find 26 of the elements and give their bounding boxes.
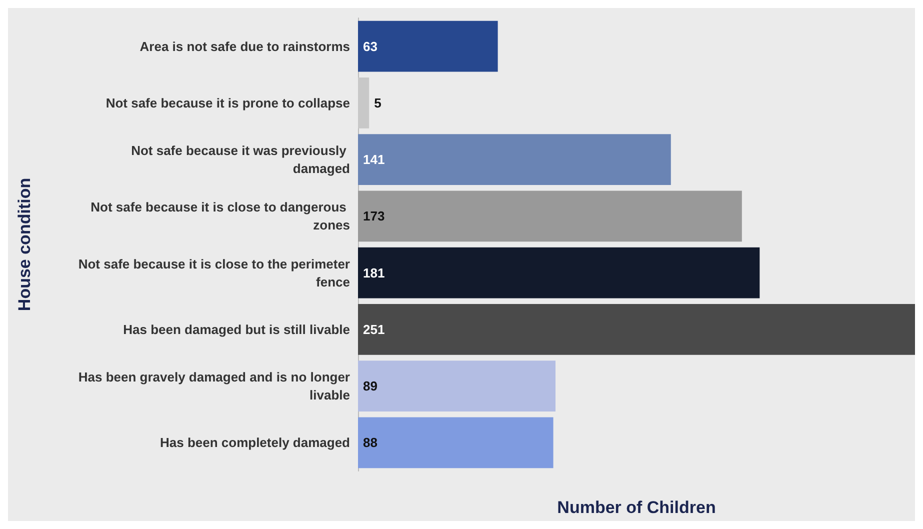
bar [358, 190, 742, 242]
data-label: 89 [363, 378, 378, 394]
bar [358, 134, 671, 186]
data-label: 141 [363, 152, 385, 168]
x-axis-title: Number of Children [557, 498, 716, 517]
data-label: 181 [363, 265, 385, 280]
bar [358, 304, 915, 355]
y-tick-label: Not safe because it is close to the perimeter fence [78, 256, 350, 290]
y-tick-label: Has been gravely damaged and is no longer livable [78, 370, 350, 403]
bar [358, 360, 556, 412]
y-tick-label: Has been damaged but is still livable [123, 322, 350, 337]
data-label: 173 [363, 208, 385, 224]
bar [358, 417, 554, 468]
bar [358, 77, 370, 128]
data-label: 251 [363, 322, 385, 337]
data-label: 88 [363, 435, 378, 450]
data-label: 63 [363, 38, 378, 54]
y-tick-label: Not safe because it is close to dangerous zones [90, 200, 350, 233]
y-axis-title: House condition [15, 178, 34, 312]
y-tick-label: Not safe because it is prone to collapse [106, 95, 350, 110]
data-label: 5 [374, 95, 382, 110]
y-tick-label: Area is not safe due to rainstorms [140, 38, 350, 54]
y-tick-label: Has been completely damaged [160, 435, 350, 450]
bar [358, 247, 760, 298]
bar [358, 20, 498, 72]
y-tick-label: Not safe because it was previously damaged [131, 143, 350, 176]
